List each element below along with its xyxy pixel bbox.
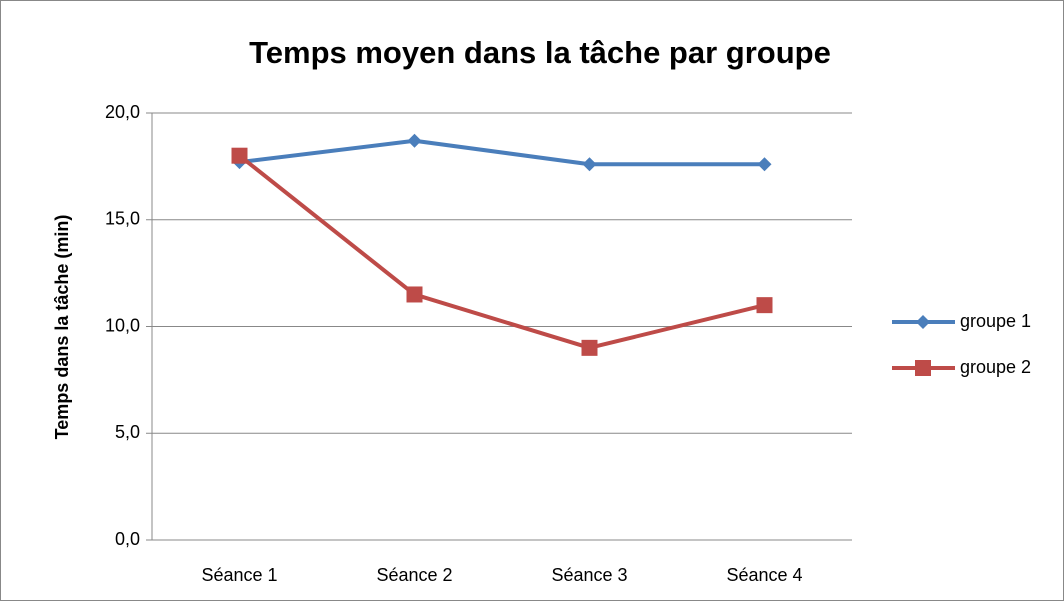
y-tick-label: 20,0 xyxy=(105,102,140,122)
y-tick-label: 0,0 xyxy=(115,529,140,549)
x-tick-label: Séance 4 xyxy=(726,565,802,585)
legend-label: groupe 1 xyxy=(960,311,1031,331)
marker xyxy=(581,339,598,356)
marker xyxy=(916,315,930,329)
y-tick-label: 10,0 xyxy=(105,315,140,335)
marker xyxy=(915,360,931,376)
marker xyxy=(406,286,423,303)
marker xyxy=(231,147,248,164)
y-axis-label: Temps dans la tâche (min) xyxy=(52,215,72,440)
marker xyxy=(582,157,597,172)
marker xyxy=(756,297,773,314)
marker xyxy=(757,157,772,172)
x-tick-label: Séance 2 xyxy=(376,565,452,585)
x-tick-label: Séance 3 xyxy=(551,565,627,585)
legend-label: groupe 2 xyxy=(960,357,1031,377)
marker xyxy=(407,133,422,148)
y-tick-label: 15,0 xyxy=(105,209,140,229)
y-tick-label: 5,0 xyxy=(115,422,140,442)
series-line xyxy=(239,138,765,167)
chart-title: Temps moyen dans la tâche par groupe xyxy=(249,35,831,70)
x-tick-label: Séance 1 xyxy=(201,565,277,585)
series-line xyxy=(238,154,765,350)
